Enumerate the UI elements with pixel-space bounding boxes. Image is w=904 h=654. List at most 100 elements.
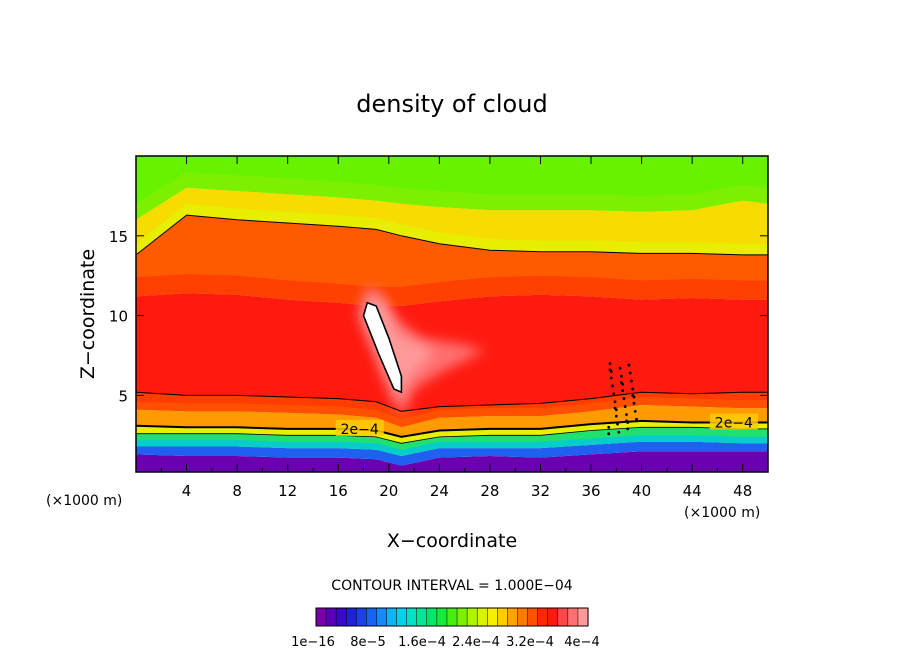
turbulence-dot (618, 366, 622, 370)
y-axis-ticks: 5 10 15 (109, 228, 768, 405)
turbulence-dot (621, 389, 625, 393)
y-axis-label: Z−coordinate (77, 249, 99, 379)
colorbar-frame (315, 607, 589, 627)
x-tick-label: 4 (182, 482, 192, 500)
contour-lower-upper (136, 391, 768, 412)
colorbar-swatch (547, 607, 559, 627)
turbulence-dot (609, 370, 613, 373)
chart-title: density of cloud (356, 90, 547, 118)
colorbar-swatch (567, 607, 579, 627)
colorbar-swatch (426, 607, 438, 627)
band-cyan-green (136, 427, 768, 456)
turbulence-dot (609, 376, 613, 380)
turbulence-dot (632, 401, 636, 405)
x-unit-label-left: (×1000 m) (46, 493, 122, 509)
turbulence-dot (628, 371, 632, 375)
colorbar-swatch (376, 607, 388, 627)
colorbar-label: 3.2e−4 (506, 635, 554, 650)
colorbar-label: 8e−5 (350, 635, 385, 650)
colorbar-swatch (325, 607, 337, 627)
turbulence-dot (607, 425, 611, 429)
colorbar (315, 607, 589, 627)
turbulence-dot (626, 427, 630, 431)
band-lower-mid (136, 392, 768, 420)
band-blue (136, 441, 768, 466)
contour-label-left: 2e−4 (341, 422, 379, 438)
colorbar-swatch (416, 607, 428, 627)
x-tick-label: 12 (278, 482, 297, 500)
turbulence-dot (608, 362, 612, 365)
colorbar-swatch (527, 607, 539, 627)
colorbar-swatch (557, 607, 569, 627)
turbulence-dot (635, 417, 638, 421)
turbulence-dot (619, 374, 623, 378)
x-tick-label: 32 (531, 482, 550, 500)
plot-frame (135, 155, 769, 473)
colorbar-swatch (436, 607, 448, 627)
x-tick-label: 20 (379, 482, 398, 500)
turbulence-dot (631, 387, 635, 391)
turbulence-markers (607, 362, 638, 436)
contour-fill (136, 156, 768, 472)
turbulence-dot (633, 409, 637, 413)
colorbar-swatch (396, 607, 408, 627)
colorbar-swatch (366, 607, 377, 627)
band-purple (136, 451, 768, 472)
colorbar-swatch (406, 607, 418, 627)
band-yellow (136, 420, 768, 444)
contour-2e-4 (136, 419, 768, 438)
turbulence-dot (627, 363, 631, 367)
colorbar-label: 1e−16 (291, 635, 335, 650)
turbulence-dot (614, 414, 618, 418)
turbulence-dot (616, 422, 619, 426)
contour-lower (136, 426, 768, 444)
x-axis-label: X−coordinate (387, 530, 517, 552)
x-tick-label: 24 (430, 482, 449, 500)
colorbar-swatch (386, 607, 398, 627)
y-tick-label: 15 (109, 228, 128, 246)
turbulence-dot (621, 382, 625, 386)
turbulence-dot (612, 392, 616, 396)
contour-lines: 2e−4 2e−4 (136, 214, 768, 444)
turbulence-dot (611, 384, 614, 388)
band-cyan (136, 435, 768, 456)
colorbar-label: 2.4e−4 (452, 635, 500, 650)
y-tick-label: 10 (109, 308, 128, 326)
turbulence-dot (613, 400, 617, 404)
colorbar-swatch (476, 607, 488, 627)
x-tick-label: 36 (581, 482, 600, 500)
y-tick-label: 5 (118, 387, 128, 405)
x-axis-ticks: 4 8 12 16 20 24 28 32 36 40 44 48 (160, 156, 752, 500)
x-tick-label: 48 (733, 482, 752, 500)
turbulence-dot (617, 430, 621, 434)
colorbar-labels: 1e−16 8e−5 1.6e−4 2.4e−4 3.2e−4 4e−4 (291, 635, 600, 650)
plume-core (362, 301, 403, 394)
x-tick-label: 28 (480, 482, 499, 500)
x-tick-label: 44 (683, 482, 702, 500)
colorbar-swatch (345, 607, 357, 627)
turbulence-dot (626, 421, 630, 424)
band-upper-gold (136, 187, 768, 244)
contour-label-right-bg (709, 413, 758, 430)
colorbar-swatch (537, 607, 549, 627)
colorbar-swatch (517, 607, 529, 627)
turbulence-dot (607, 432, 611, 436)
colorbar-swatch (577, 607, 589, 627)
colorbar-label: 4e−4 (564, 635, 599, 650)
colorbar-swatch (507, 607, 519, 627)
x-unit-label-right: (×1000 m) (684, 505, 760, 521)
turbulence-dot (632, 395, 636, 399)
turbulence-dot (622, 397, 626, 400)
colorbar-swatch (466, 607, 478, 627)
turbulence-dot (623, 405, 627, 408)
turbulence-dot (614, 408, 618, 412)
colorbar-swatch (456, 607, 468, 627)
contour-label-right: 2e−4 (715, 416, 753, 432)
band-orange (136, 405, 768, 437)
contour-label-left-bg (335, 419, 384, 436)
turbulence-dot (630, 379, 633, 383)
colorbar-swatch (335, 607, 347, 627)
colorbar-swatch (356, 607, 367, 627)
colorbar-label: 1.6e−4 (398, 635, 446, 650)
